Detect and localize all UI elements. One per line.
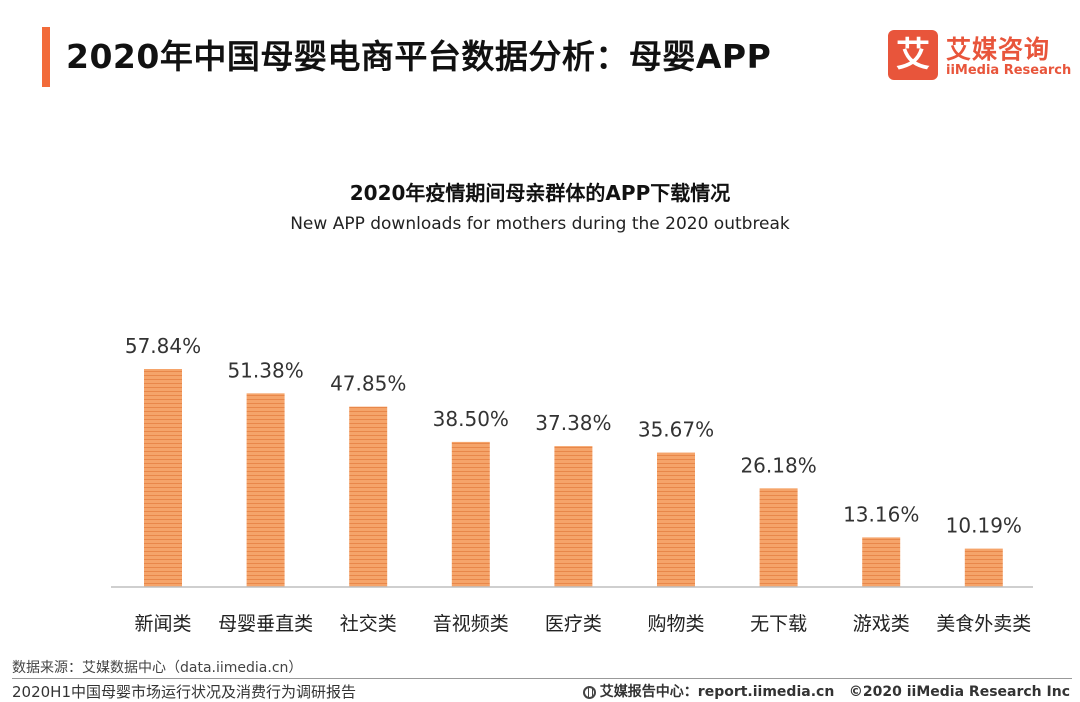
category-label-1: 新闻类 <box>134 613 191 635</box>
category-label-8: 游戏类 <box>853 613 910 635</box>
logo-name-en: iiMedia Research <box>946 63 1072 78</box>
category-label-5: 医疗类 <box>545 613 602 635</box>
bar-2 <box>246 393 285 587</box>
report-name: 2020H1中国母婴市场运行状况及消费行为调研报告 <box>12 683 356 701</box>
bar-8 <box>862 537 901 587</box>
bar-5 <box>554 446 593 587</box>
category-label-9: 美食外卖类 <box>936 613 1031 635</box>
category-label-2: 母婴垂直类 <box>218 613 313 635</box>
data-label-6: 35.67% <box>638 418 714 442</box>
globe-icon <box>582 686 596 699</box>
data-label-5: 37.38% <box>535 411 611 435</box>
report-center: 艾媒报告中心：report.iimedia.cn <box>599 684 835 700</box>
category-label-4: 音视频类 <box>433 613 509 635</box>
iimedia-logo: 艾 艾媒咨询 iiMedia Research <box>888 30 1072 82</box>
data-label-7: 26.18% <box>740 453 816 477</box>
category-label-6: 购物类 <box>647 613 704 635</box>
data-label-4: 38.50% <box>433 407 509 431</box>
bar-7 <box>759 488 798 587</box>
bar-4 <box>451 441 490 587</box>
footer-divider <box>12 678 1072 679</box>
data-label-8: 13.16% <box>843 502 919 526</box>
bar-3 <box>349 406 388 587</box>
data-label-1: 57.84% <box>125 334 201 358</box>
chart-subtitle: New APP downloads for mothers during the… <box>290 214 790 234</box>
bar-1 <box>144 369 182 587</box>
copyright: ©2020 iiMedia Research Inc <box>848 684 1070 700</box>
bar-9 <box>964 548 1003 587</box>
data-label-3: 47.85% <box>330 372 406 396</box>
bar-6 <box>657 452 695 587</box>
data-label-9: 10.19% <box>946 514 1022 538</box>
category-label-7: 无下载 <box>750 613 807 635</box>
footer-right: 艾媒报告中心：report.iimedia.cn ©2020 iiMedia R… <box>582 681 1070 701</box>
logo-mark: 艾 <box>888 30 938 80</box>
data-label-2: 51.38% <box>227 358 303 382</box>
data-source: 数据来源：艾媒数据中心（data.iimedia.cn） <box>12 660 303 676</box>
category-label-3: 社交类 <box>340 613 397 635</box>
chart-title: 2020年疫情期间母亲群体的APP下载情况 <box>349 181 731 205</box>
logo-name-cn: 艾媒咨询 <box>946 35 1051 64</box>
page-title: 2020年中国母婴电商平台数据分析：母婴APP <box>66 37 772 76</box>
title-accent-bar <box>42 27 50 87</box>
